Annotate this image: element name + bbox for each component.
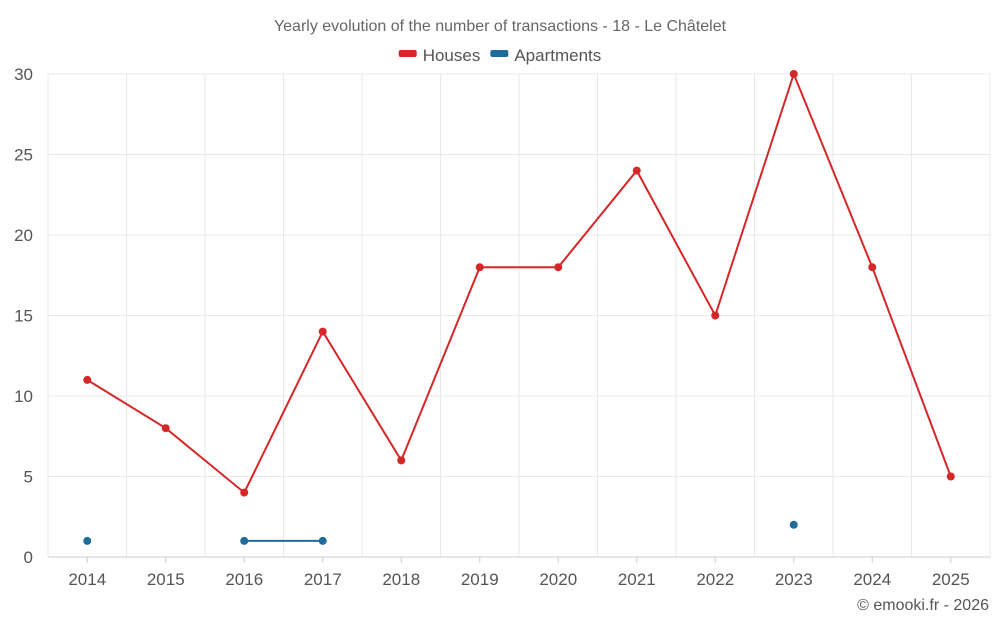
credit-text: © emooki.fr - 2026 <box>857 597 989 614</box>
houses-point <box>397 456 406 465</box>
legend-swatch-houses <box>398 50 417 57</box>
x-tick-label: 2014 <box>68 570 106 589</box>
houses-point <box>868 263 877 272</box>
x-tick-label: 2024 <box>853 570 891 589</box>
legend-label-houses: Houses <box>423 46 481 65</box>
houses-point <box>789 70 798 78</box>
y-tick-label: 10 <box>14 387 33 406</box>
y-tick-label: 5 <box>24 468 33 487</box>
y-tick-label: 15 <box>14 307 33 326</box>
houses-point <box>240 488 249 497</box>
houses-point <box>554 263 563 272</box>
y-tick-label: 20 <box>14 226 33 245</box>
houses-point <box>632 166 641 175</box>
y-tick-label: 30 <box>14 65 33 84</box>
x-tick-label: 2022 <box>696 570 734 589</box>
x-tick-label: 2015 <box>147 570 185 589</box>
houses-point <box>83 375 92 384</box>
houses-line <box>86 71 952 495</box>
x-axis: 2014 2015 2016 2017 2018 2019 2020 2021 2022 2023… <box>68 557 970 589</box>
x-tick-label: 2019 <box>461 570 499 589</box>
apartments-point <box>240 536 249 545</box>
x-tick-label: 2021 <box>618 570 656 589</box>
apartments-point <box>789 520 798 529</box>
houses-point <box>946 472 955 481</box>
x-tick-label: 2018 <box>382 570 420 589</box>
y-tick-label: 0 <box>24 548 33 567</box>
legend-label-apartments: Apartments <box>514 46 601 65</box>
houses-point <box>475 263 484 272</box>
legend-swatch-apartments <box>490 50 509 57</box>
houses-point <box>318 327 327 336</box>
y-tick-label: 25 <box>14 146 33 165</box>
x-tick-label: 2025 <box>932 570 970 589</box>
x-tick-label: 2016 <box>225 570 263 589</box>
x-tick-label: 2017 <box>304 570 342 589</box>
plot-area <box>83 70 955 545</box>
legend: Houses Apartments <box>398 46 601 65</box>
grid <box>47 73 991 558</box>
apartments-point <box>318 536 327 545</box>
x-tick-label: 2020 <box>539 570 577 589</box>
chart-title: Yearly evolution of the number of transa… <box>274 18 727 35</box>
y-axis: 0 5 10 15 20 25 30 <box>14 65 33 567</box>
x-tick-label: 2023 <box>775 570 813 589</box>
apartments-point <box>83 536 92 545</box>
houses-point <box>711 311 720 320</box>
houses-point <box>161 424 170 433</box>
